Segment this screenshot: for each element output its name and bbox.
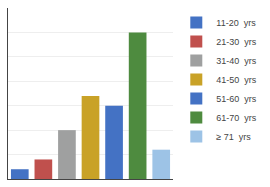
svg-text:11-20 yrs: 11-20 yrs (216, 18, 256, 28)
svg-text:61-70 yrs: 61-70 yrs (216, 113, 257, 123)
svg-text:31-40 yrs: 31-40 yrs (216, 56, 257, 66)
svg-text:≥ 71 yrs: ≥ 71 yrs (216, 132, 251, 142)
svg-text:21-30 yrs: 21-30 yrs (216, 37, 257, 47)
svg-text:41-50 yrs: 41-50 yrs (216, 75, 257, 85)
svg-text:51-60 yrs: 51-60 yrs (216, 94, 257, 104)
